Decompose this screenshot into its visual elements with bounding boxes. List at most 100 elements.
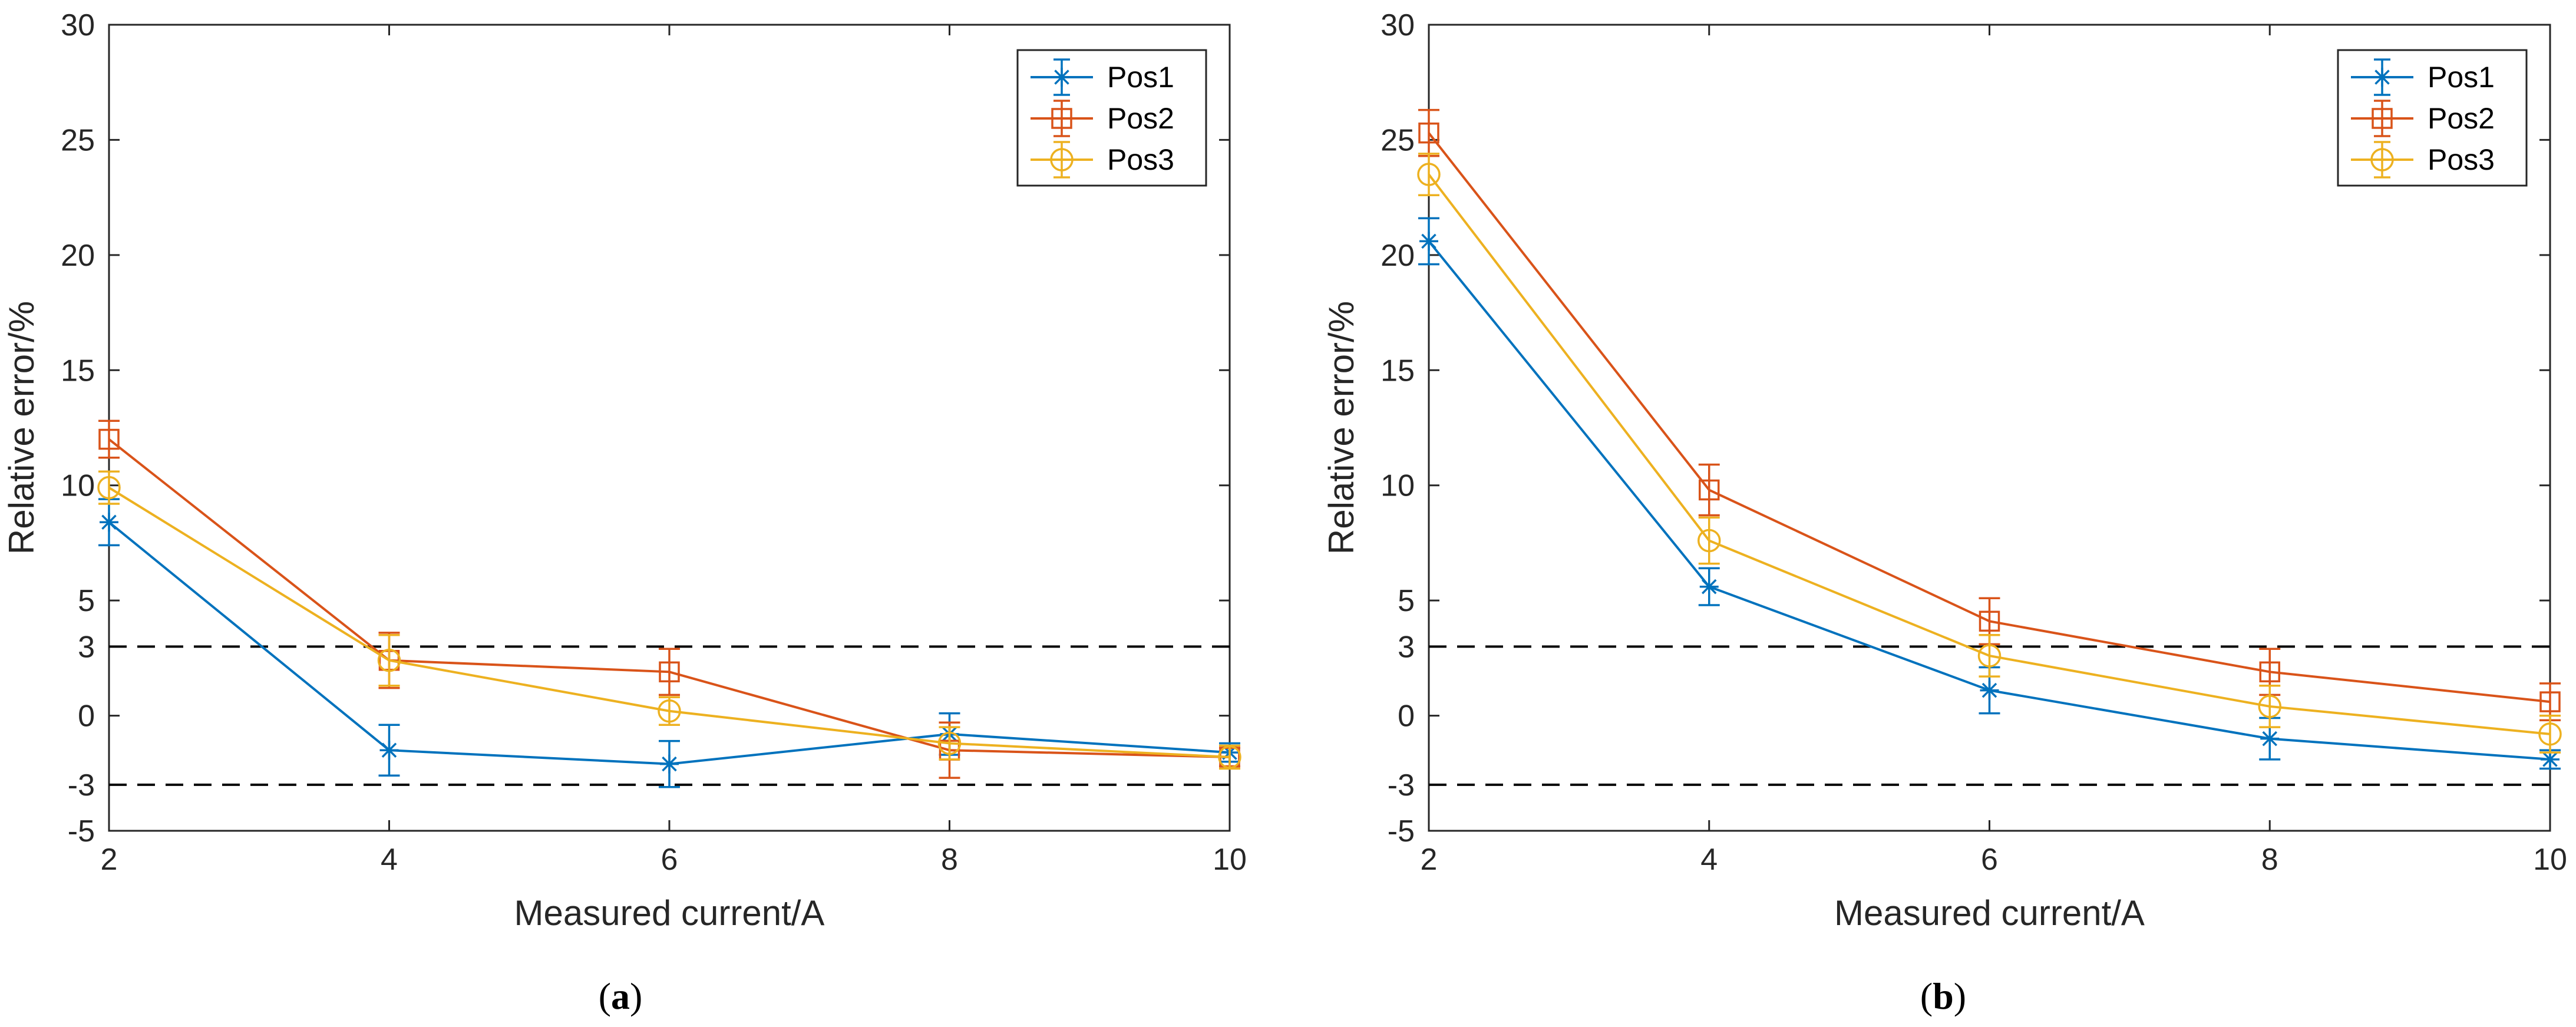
error-bar <box>659 648 680 696</box>
data-point-marker <box>2372 108 2393 129</box>
data-point-marker <box>1979 610 2000 632</box>
y-axis-label: Relative error/% <box>1322 301 1361 554</box>
y-tick-label: 30 <box>1381 8 1415 42</box>
data-point-marker <box>2258 695 2281 718</box>
series-pos3 <box>1417 153 2562 754</box>
legend-label: Pos3 <box>1107 143 1174 176</box>
error-bar <box>659 696 680 726</box>
data-point-marker <box>658 699 681 723</box>
y-tick-label: 20 <box>1381 239 1415 273</box>
legend: Pos1 Pos2 Pos3 <box>1016 49 1207 187</box>
data-point-marker <box>2538 722 2562 746</box>
y-tick-label: 25 <box>61 123 95 157</box>
legend-label: Pos2 <box>1107 102 1174 135</box>
y-tick-label: 15 <box>61 354 95 388</box>
y-tick-label: -5 <box>1388 814 1415 848</box>
x-axis-label: Measured current/A <box>514 893 825 933</box>
x-tick-label: 2 <box>101 843 118 877</box>
legend-label: Pos1 <box>2428 61 2495 94</box>
x-tick-label: 6 <box>1981 843 1998 877</box>
series-pos1 <box>98 498 1240 788</box>
x-tick-label: 6 <box>661 843 678 877</box>
data-point-marker <box>659 661 680 683</box>
y-tick-label: 3 <box>1398 630 1415 664</box>
data-point-marker <box>1418 122 1439 144</box>
panel-caption-letter: b <box>1933 975 1954 1017</box>
error-bar <box>2539 714 2561 754</box>
data-point-marker <box>1699 479 1720 501</box>
y-tick-label: -3 <box>1388 768 1415 803</box>
legend-label: Pos3 <box>2428 143 2495 176</box>
data-point-marker <box>1419 232 1438 251</box>
x-tick-label: 4 <box>381 843 398 877</box>
legend-entry: Pos1 <box>1031 58 1174 96</box>
legend: Pos1 Pos2 Pos3 <box>2337 49 2528 187</box>
data-point-marker <box>660 754 679 774</box>
y-tick-label: 25 <box>1381 123 1415 157</box>
data-point-marker <box>1050 148 1074 171</box>
data-point-marker <box>1051 108 1072 129</box>
y-tick-label: 30 <box>61 8 95 42</box>
x-tick-label: 10 <box>2533 843 2567 877</box>
y-tick-label: 5 <box>78 584 95 618</box>
data-point-marker <box>1417 163 1441 186</box>
data-point-marker <box>1052 68 1071 87</box>
error-bar <box>1418 153 1439 196</box>
panel-caption: (b) <box>1920 975 1966 1017</box>
error-bar <box>378 634 400 687</box>
legend-entry: Pos3 <box>1031 141 1174 179</box>
data-point-marker <box>379 741 399 760</box>
y-tick-label: 10 <box>61 469 95 503</box>
chart-panel-a: 2 4 6 8 10 -5 -3 0 3 5 10 15 20 25 30 Measured current/… <box>2 8 1247 1017</box>
x-axis-label: Measured current/A <box>1834 893 2145 933</box>
data-point-marker <box>2373 68 2392 87</box>
x-tick-label: 2 <box>1421 843 1438 877</box>
y-tick-label: 15 <box>1381 354 1415 388</box>
legend-entry: Pos1 <box>2351 58 2495 96</box>
data-point-marker <box>2260 729 2280 748</box>
y-axis-label: Relative error/% <box>2 301 41 554</box>
error-bar <box>1979 634 2000 678</box>
data-point-marker <box>1980 681 1999 700</box>
y-tick-label: 20 <box>61 239 95 273</box>
data-point-marker <box>2539 691 2561 712</box>
x-tick-label: 4 <box>1700 843 1718 877</box>
x-tick-label: 8 <box>2261 843 2278 877</box>
legend-label: Pos1 <box>1107 61 1174 94</box>
series-pos3 <box>97 470 1241 770</box>
panel-caption-letter: a <box>611 975 630 1017</box>
error-bar <box>1418 108 1439 157</box>
panel-caption: (a) <box>599 975 643 1017</box>
y-tick-label: 5 <box>1398 584 1415 618</box>
data-point-marker <box>97 475 121 500</box>
error-bar <box>2259 685 2281 728</box>
series-pos2 <box>1418 108 2561 722</box>
data-point-marker <box>937 731 962 755</box>
legend-entry: Pos3 <box>2351 141 2495 179</box>
legend-label: Pos2 <box>2428 102 2495 135</box>
data-point-marker <box>1977 644 2002 668</box>
data-point-marker <box>377 649 401 672</box>
data-point-marker <box>2259 661 2280 683</box>
data-point-marker <box>1699 577 1719 596</box>
legend-entry: Pos2 <box>2351 100 2495 137</box>
chart-panel-b: 2 4 6 8 10 -5 -3 0 3 5 10 15 20 25 30 Measured current/… <box>1322 8 2567 1017</box>
y-tick-label: -3 <box>68 768 95 803</box>
error-bar <box>1698 463 1720 517</box>
y-tick-label: 10 <box>1381 469 1415 503</box>
data-point-marker <box>1697 529 1721 553</box>
series-line <box>108 521 1230 765</box>
error-bar <box>98 420 120 459</box>
data-point-marker <box>1218 745 1241 769</box>
error-bar <box>1698 516 1720 565</box>
y-tick-label: 0 <box>78 699 95 734</box>
data-point-marker <box>2370 148 2394 171</box>
y-tick-label: -5 <box>68 814 95 848</box>
x-tick-label: 10 <box>1213 843 1247 877</box>
data-point-marker <box>100 513 118 532</box>
x-tick-label: 8 <box>941 843 958 877</box>
y-tick-label: 3 <box>78 630 95 664</box>
data-point-marker <box>98 428 120 450</box>
legend-entry: Pos2 <box>1031 100 1174 137</box>
